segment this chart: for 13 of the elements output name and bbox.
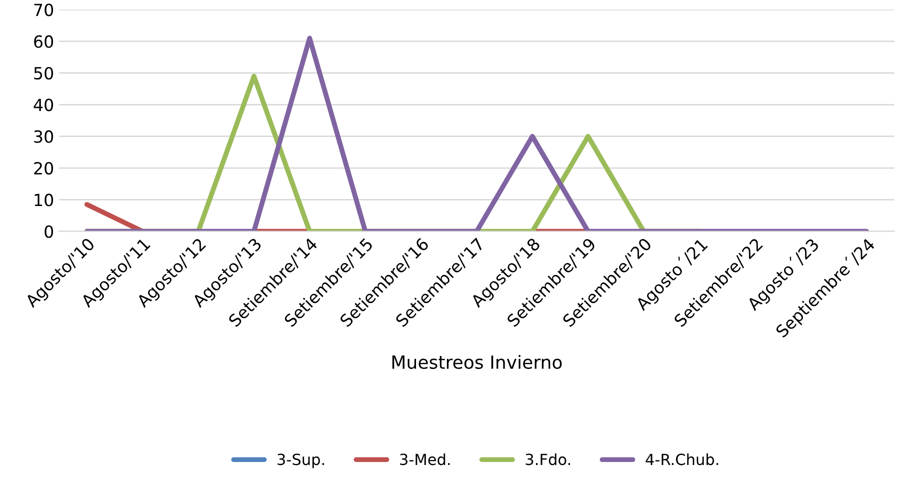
legend-label: 3.Fdo. bbox=[526, 453, 570, 466]
y-tick-label: 60 bbox=[34, 35, 54, 48]
legend-label: 3-Med. bbox=[400, 453, 450, 466]
legend-label: 3-Sup. bbox=[278, 454, 324, 468]
y-tick-label: 40 bbox=[34, 98, 54, 112]
y-tick-label: 70 bbox=[34, 4, 54, 16]
y-tick-label: 20 bbox=[34, 162, 54, 175]
y-tick-label: 30 bbox=[34, 130, 54, 143]
y-tick-label: 10 bbox=[34, 194, 54, 206]
legend-label: 4-R.Chub. bbox=[646, 453, 718, 466]
y-tick-label: 50 bbox=[34, 66, 54, 80]
y-tick-label: 0 bbox=[44, 225, 54, 238]
x-axis-title: Muestreos Invierno bbox=[392, 355, 562, 369]
